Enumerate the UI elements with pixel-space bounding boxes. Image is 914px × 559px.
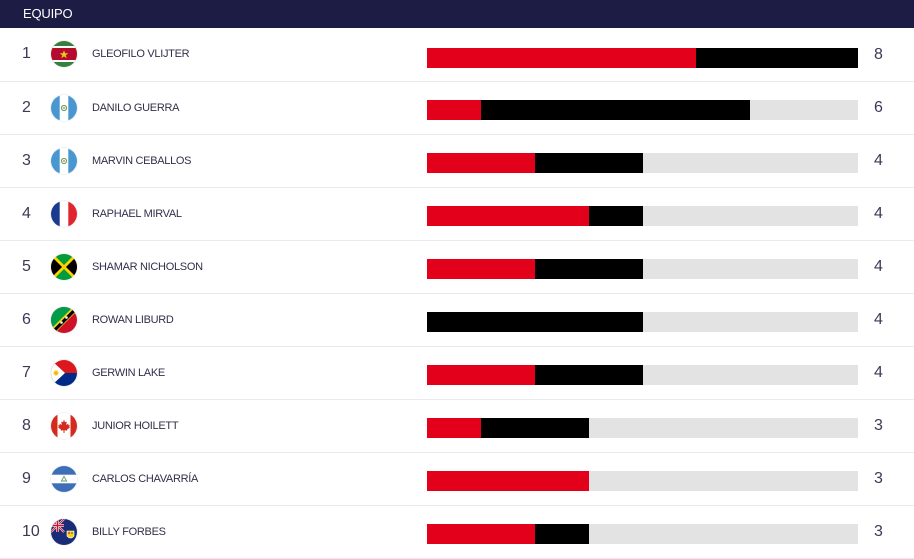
turks-caicos-flag-icon bbox=[51, 519, 77, 545]
player-name: JUNIOR HOILETT bbox=[92, 420, 179, 432]
player-rank: 7 bbox=[22, 364, 31, 381]
stat-bar-black-segment bbox=[534, 524, 589, 544]
stat-bar-black-segment bbox=[480, 100, 751, 120]
player-rank: 1 bbox=[22, 45, 31, 62]
player-total: 4 bbox=[874, 205, 883, 222]
suriname-flag-icon bbox=[51, 41, 77, 67]
player-rank: 5 bbox=[22, 258, 31, 275]
player-total: 4 bbox=[874, 258, 883, 275]
player-row: 10 BILLY FORBES 3 bbox=[0, 506, 914, 559]
player-total: 4 bbox=[874, 364, 883, 381]
canada-flag-icon bbox=[51, 413, 77, 439]
stat-bar-black-segment bbox=[534, 153, 643, 173]
stat-bar bbox=[427, 471, 858, 491]
player-name: SHAMAR NICHOLSON bbox=[92, 261, 203, 273]
player-row: 4 RAPHAEL MIRVAL 4 bbox=[0, 188, 914, 241]
stat-bar-black-segment bbox=[588, 206, 643, 226]
player-row: 8 JUNIOR HOILETT 3 bbox=[0, 400, 914, 453]
player-name: ROWAN LIBURD bbox=[92, 314, 174, 326]
player-row: 9 CARLOS CHAVARRÍA 3 bbox=[0, 453, 914, 506]
stat-bar-black-segment bbox=[480, 418, 589, 438]
player-row: 7 GERWIN LAKE 4 bbox=[0, 347, 914, 400]
stat-bar-red-segment bbox=[427, 48, 697, 68]
player-list: 1 GLEOFILO VLIJTER 8 2 DANILO GUERRA 6 3 MARVIN… bbox=[0, 28, 914, 559]
player-rank: 10 bbox=[22, 523, 40, 540]
stat-bar-red-segment bbox=[427, 153, 535, 173]
player-rank: 9 bbox=[22, 470, 31, 487]
header-title: EQUIPO bbox=[23, 6, 73, 21]
stat-bar bbox=[427, 524, 858, 544]
st-kitts-nevis-flag-icon bbox=[51, 307, 77, 333]
jamaica-flag-icon bbox=[51, 254, 77, 280]
nicaragua-flag-icon bbox=[51, 466, 77, 492]
stat-bar bbox=[427, 312, 858, 332]
stat-bar bbox=[427, 418, 858, 438]
player-total: 4 bbox=[874, 311, 883, 328]
stat-bar bbox=[427, 206, 858, 226]
player-name: BILLY FORBES bbox=[92, 526, 166, 538]
player-total: 8 bbox=[874, 46, 883, 63]
player-name: GLEOFILO VLIJTER bbox=[92, 48, 190, 60]
guatemala-flag-icon bbox=[51, 148, 77, 174]
stat-bar-black-segment bbox=[534, 365, 643, 385]
player-row: 3 MARVIN CEBALLOS 4 bbox=[0, 135, 914, 188]
player-total: 3 bbox=[874, 523, 883, 540]
stat-bar bbox=[427, 48, 858, 68]
stat-bar bbox=[427, 259, 858, 279]
sint-maarten-flag-icon bbox=[51, 360, 77, 386]
player-row: 6 ROWAN LIBURD 4 bbox=[0, 294, 914, 347]
guatemala-flag-icon bbox=[51, 95, 77, 121]
player-row: 2 DANILO GUERRA 6 bbox=[0, 82, 914, 135]
stat-bar-red-segment bbox=[427, 100, 481, 120]
stat-bar-black-segment bbox=[534, 259, 643, 279]
stat-bar-red-segment bbox=[427, 206, 589, 226]
player-rank: 3 bbox=[22, 152, 31, 169]
player-rank: 4 bbox=[22, 205, 31, 222]
stat-bar-red-segment bbox=[427, 365, 535, 385]
stat-bar-black-segment bbox=[427, 312, 643, 332]
player-row: 5 SHAMAR NICHOLSON 4 bbox=[0, 241, 914, 294]
player-total: 4 bbox=[874, 152, 883, 169]
player-name: MARVIN CEBALLOS bbox=[92, 155, 192, 167]
player-rank: 6 bbox=[22, 311, 31, 328]
stat-bar bbox=[427, 365, 858, 385]
france-flag-icon bbox=[51, 201, 77, 227]
stat-bar-red-segment bbox=[427, 259, 535, 279]
player-name: RAPHAEL MIRVAL bbox=[92, 208, 182, 220]
stat-bar bbox=[427, 153, 858, 173]
stat-bar-red-segment bbox=[427, 524, 535, 544]
player-rank: 2 bbox=[22, 99, 31, 116]
player-rank: 8 bbox=[22, 417, 31, 434]
player-name: DANILO GUERRA bbox=[92, 102, 180, 114]
player-total: 6 bbox=[874, 99, 883, 116]
stat-bar bbox=[427, 100, 858, 120]
table-header: EQUIPO bbox=[0, 0, 914, 28]
stat-bar-black-segment bbox=[696, 48, 858, 68]
stat-bar-red-segment bbox=[427, 418, 481, 438]
player-total: 3 bbox=[874, 417, 883, 434]
player-name: GERWIN LAKE bbox=[92, 367, 165, 379]
player-name: CARLOS CHAVARRÍA bbox=[92, 473, 199, 485]
player-row: 1 GLEOFILO VLIJTER 8 bbox=[0, 28, 914, 82]
stat-bar-red-segment bbox=[427, 471, 589, 491]
player-total: 3 bbox=[874, 470, 883, 487]
